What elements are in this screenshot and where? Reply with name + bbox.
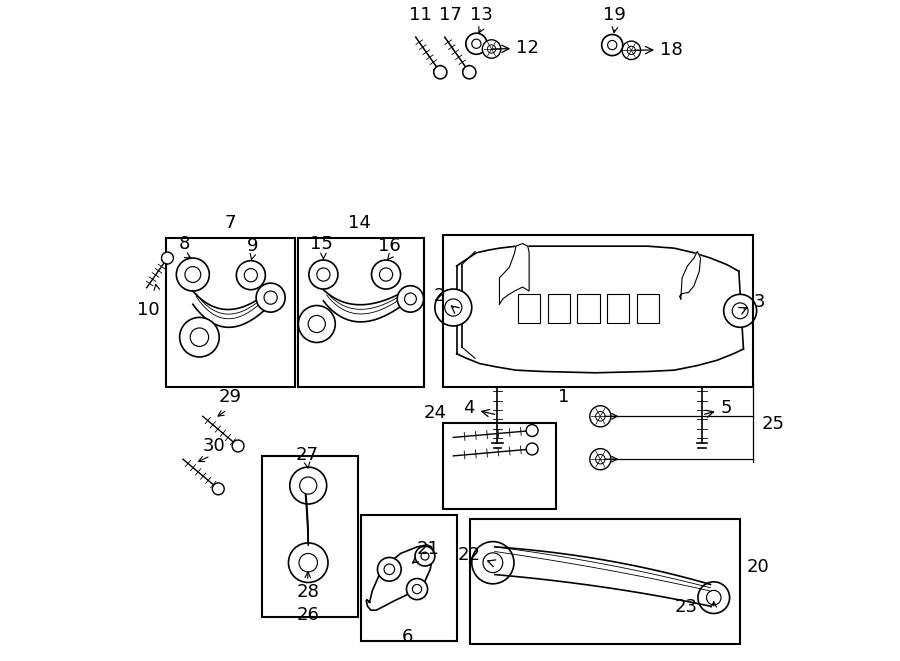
Circle shape <box>397 286 424 312</box>
Bar <box>636 293 659 323</box>
Circle shape <box>590 406 611 427</box>
Bar <box>444 423 555 508</box>
Circle shape <box>706 590 721 605</box>
Circle shape <box>445 299 462 316</box>
Text: 25: 25 <box>761 415 784 433</box>
Text: 9: 9 <box>247 237 258 254</box>
Circle shape <box>412 584 421 594</box>
Text: 1: 1 <box>558 387 569 406</box>
Circle shape <box>299 553 318 572</box>
Text: 17: 17 <box>438 6 462 24</box>
Text: 19: 19 <box>603 6 626 24</box>
Text: 24: 24 <box>424 404 446 422</box>
Text: 30: 30 <box>202 436 225 455</box>
Circle shape <box>377 557 401 581</box>
Circle shape <box>622 41 641 59</box>
Text: 23: 23 <box>675 598 698 615</box>
Circle shape <box>404 293 417 305</box>
Circle shape <box>488 45 496 53</box>
Text: 14: 14 <box>347 214 371 231</box>
Circle shape <box>472 39 481 48</box>
Circle shape <box>415 546 435 566</box>
Circle shape <box>184 266 201 282</box>
Circle shape <box>290 467 327 504</box>
Circle shape <box>380 268 392 281</box>
Circle shape <box>180 317 220 357</box>
Circle shape <box>482 40 500 58</box>
Text: 22: 22 <box>458 546 496 566</box>
Circle shape <box>596 454 605 464</box>
Circle shape <box>244 268 257 282</box>
Circle shape <box>421 552 429 560</box>
Circle shape <box>161 252 174 264</box>
Bar <box>444 235 753 387</box>
Text: 4: 4 <box>464 399 495 417</box>
Bar <box>607 293 629 323</box>
Circle shape <box>237 260 266 290</box>
Circle shape <box>463 65 476 79</box>
Circle shape <box>627 46 635 54</box>
Circle shape <box>483 553 503 572</box>
Circle shape <box>434 65 447 79</box>
Circle shape <box>472 541 514 584</box>
Circle shape <box>608 40 616 50</box>
Polygon shape <box>366 545 433 610</box>
Circle shape <box>256 283 285 312</box>
Circle shape <box>372 260 400 289</box>
Circle shape <box>384 564 394 574</box>
Circle shape <box>308 315 326 332</box>
Text: 10: 10 <box>137 301 159 319</box>
Text: 20: 20 <box>747 558 770 576</box>
Circle shape <box>407 578 428 600</box>
Text: 6: 6 <box>401 628 413 646</box>
Bar <box>470 518 740 644</box>
Text: 26: 26 <box>297 606 320 624</box>
Text: 8: 8 <box>178 235 190 253</box>
Circle shape <box>602 34 623 56</box>
Text: 15: 15 <box>310 235 333 253</box>
Bar <box>298 238 424 387</box>
Circle shape <box>190 328 209 346</box>
Circle shape <box>309 260 338 289</box>
Text: 12: 12 <box>492 40 539 58</box>
Text: 28: 28 <box>296 583 319 601</box>
Circle shape <box>724 294 757 327</box>
Text: 13: 13 <box>470 6 493 24</box>
Circle shape <box>288 543 328 582</box>
Circle shape <box>176 258 210 291</box>
Circle shape <box>590 449 611 470</box>
Text: 3: 3 <box>739 293 765 314</box>
Bar <box>166 238 295 387</box>
Bar <box>361 515 456 641</box>
Bar <box>547 293 570 323</box>
Text: 2: 2 <box>434 288 459 313</box>
Circle shape <box>596 412 605 421</box>
Circle shape <box>317 268 330 281</box>
Text: 29: 29 <box>219 389 242 407</box>
Bar <box>577 293 599 323</box>
Circle shape <box>264 291 277 304</box>
Circle shape <box>212 483 224 495</box>
Text: 5: 5 <box>705 399 732 417</box>
Polygon shape <box>500 243 529 304</box>
Polygon shape <box>680 251 700 299</box>
Circle shape <box>435 289 472 326</box>
Circle shape <box>466 33 487 54</box>
Text: 18: 18 <box>634 41 682 59</box>
Circle shape <box>526 443 538 455</box>
Text: 21: 21 <box>417 540 440 558</box>
Circle shape <box>298 305 336 342</box>
Circle shape <box>232 440 244 452</box>
Circle shape <box>733 303 748 319</box>
Bar <box>262 456 357 617</box>
Text: 16: 16 <box>378 237 400 255</box>
Text: 27: 27 <box>296 446 320 464</box>
Text: 11: 11 <box>409 6 432 24</box>
Circle shape <box>526 424 538 436</box>
Bar <box>518 293 540 323</box>
Circle shape <box>300 477 317 494</box>
Circle shape <box>698 582 730 613</box>
Text: 7: 7 <box>225 214 236 231</box>
